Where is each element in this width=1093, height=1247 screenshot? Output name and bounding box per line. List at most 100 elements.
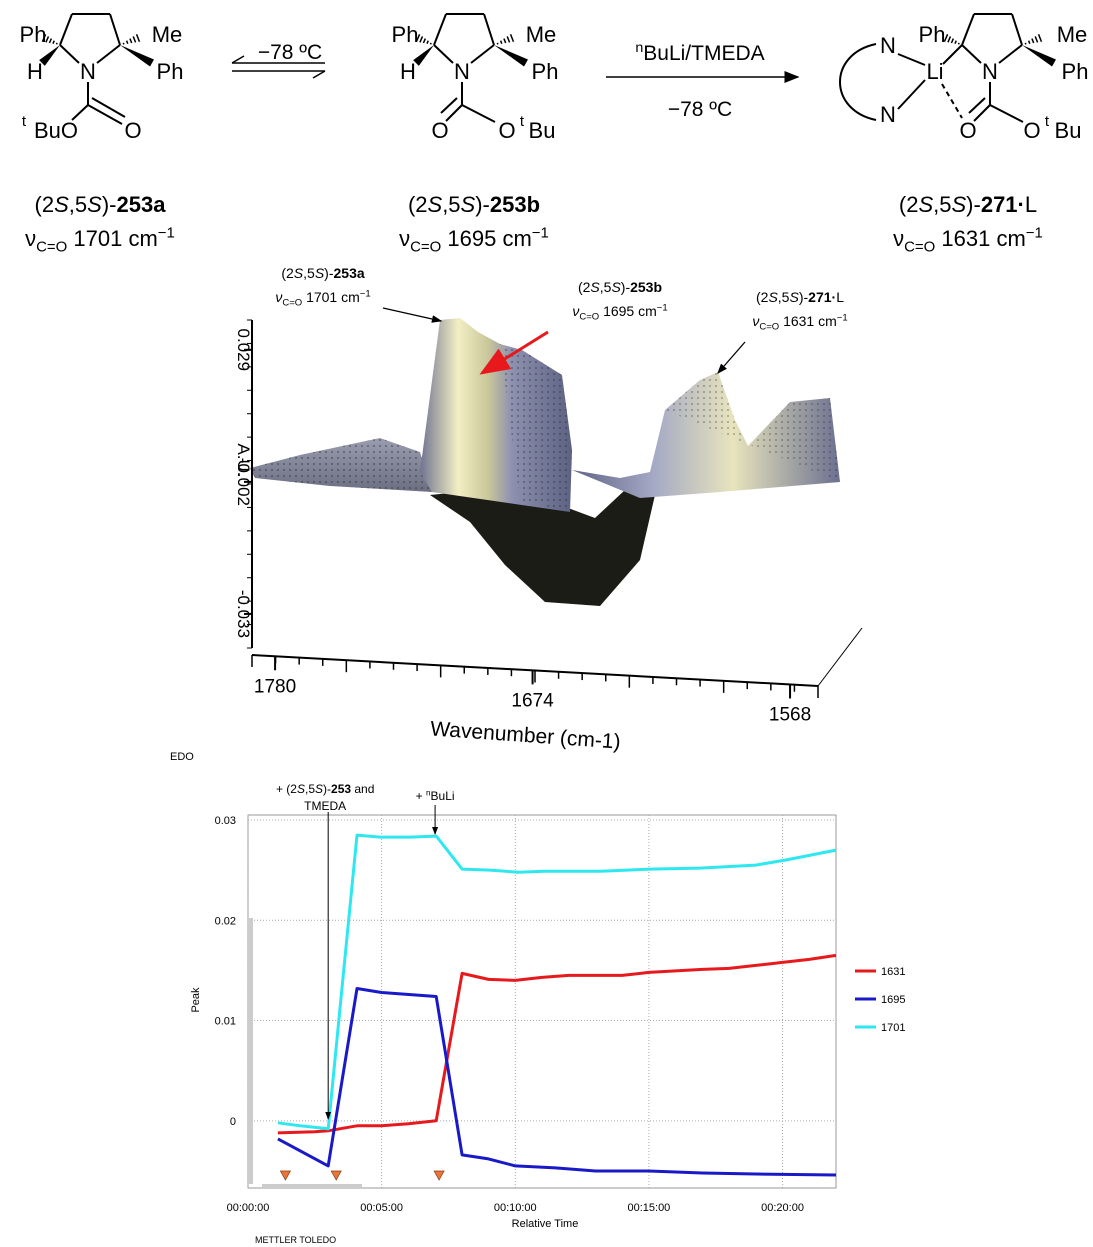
compound-name-part: S [428, 192, 443, 217]
compound-name-part: S [87, 192, 102, 217]
legend-label: 1631 [881, 966, 905, 978]
annotation-name-part: S [611, 279, 621, 295]
hash-bond [419, 36, 424, 43]
hash-bond [129, 38, 133, 44]
event-marker [279, 1170, 292, 1181]
reaction-condition: nBuLi/TMEDA [635, 40, 764, 65]
y-tick-label: 0.02 [215, 915, 236, 927]
x-axis-label: Relative Time [512, 1218, 579, 1230]
annotation-part: and [351, 782, 374, 796]
hash-bond [957, 42, 960, 45]
atom-label: O [1023, 118, 1040, 143]
hash-bond [55, 42, 58, 45]
hash-bond [122, 42, 125, 45]
coordination-bond [941, 83, 963, 119]
reaction-condition: −78 ºC [668, 98, 732, 121]
line-chart: EDO 0.03 0.02 0.01 0 00:00:00 00:05:00 00:10:00… [170, 751, 905, 1245]
annotation-ir-part: 1631 cm [779, 313, 837, 329]
ir-band-part: C=O [36, 239, 67, 256]
ir-band-part: ν [893, 226, 904, 251]
annotation-name-part: 253a [334, 265, 365, 281]
atom-label: N [880, 33, 896, 58]
bond [961, 13, 975, 46]
compound-name-part: 271· [981, 192, 1025, 217]
atom-label: t [1045, 113, 1050, 130]
hash-bond [41, 34, 47, 42]
annotation-part: BuLi [431, 789, 455, 803]
compound-name-part: L [1025, 192, 1037, 217]
annotation-part: + [416, 789, 426, 803]
series-line [277, 833, 837, 1131]
atom-label: Ph [919, 22, 946, 47]
annotation-name-part: (2 [578, 279, 591, 295]
hash-bond [499, 40, 503, 44]
compound-name-part: S [461, 192, 476, 217]
legend-label: 1695 [881, 994, 905, 1006]
atom-label: Li [926, 59, 943, 84]
compound-name-part: ,5 [442, 192, 460, 217]
bond [1011, 13, 1023, 46]
atom-label: N [880, 102, 896, 127]
annotation-part: + (2 [276, 782, 297, 796]
atom-label: N [454, 59, 470, 84]
atom-label: Bu [529, 118, 556, 143]
atom-label: O [431, 118, 448, 143]
z-tick-label: 0.029 [234, 329, 253, 372]
atom-label: N [80, 59, 96, 84]
annotation-name-part: )- [324, 265, 334, 281]
annotation-part: S [297, 782, 305, 796]
surface-mesh [665, 372, 840, 482]
atom-label: H [27, 59, 43, 84]
atom-label: Me [1057, 22, 1088, 47]
hash-bond [496, 42, 499, 45]
hash-bond [135, 34, 141, 42]
annotation-arrow [382, 307, 443, 323]
compound-name-part: ,5 [933, 192, 951, 217]
x-tick-label: 1568 [769, 704, 811, 725]
plot-area [247, 814, 837, 1189]
atom-label: BuO [34, 118, 78, 143]
hash-bond [422, 38, 427, 44]
ir-band-part: C=O [904, 239, 935, 256]
annotation-name-part: ,5 [303, 265, 315, 281]
z-axis-label: A.U. [234, 443, 253, 476]
x-tick-label: 00:10:00 [494, 1202, 537, 1214]
hash-bond [503, 38, 507, 44]
z-tick-label: -0.033 [234, 590, 253, 638]
x-tick-label: 1674 [511, 690, 554, 711]
footer: METTLER TOLEDO [255, 1235, 336, 1245]
ir-surface-plot: 0.029 -0.002 -0.033 A.U. 1780 1674 1568 Wavenum… [234, 265, 863, 754]
annotation-part: ,5 [305, 782, 315, 796]
atom-label: N [982, 59, 998, 84]
atom-label: Ph [20, 22, 47, 47]
reaction-condition: −78 ºC [258, 41, 322, 64]
hash-bond [1027, 40, 1031, 44]
x-tick-label: 1780 [254, 676, 296, 697]
atom-label: O [959, 118, 976, 143]
annotation-name-part: L [836, 289, 844, 305]
bond [961, 44, 982, 64]
ir-band-part: C=O [410, 239, 441, 256]
bond [461, 104, 496, 123]
atom-label: Ph [532, 59, 559, 84]
bond [897, 53, 926, 66]
y-tick-label: 0 [230, 1116, 236, 1128]
atom-label: O [124, 118, 141, 143]
annotation-ir: νC=O 1631 cm−1 [752, 313, 847, 333]
compound-name-part: S [918, 192, 933, 217]
annotation-name: (2S,5S)-253a [281, 265, 365, 281]
ir-band: νC=O 1631 cm−1 [893, 225, 1043, 256]
atom-label: Me [526, 22, 557, 47]
annotation-arrow [717, 341, 746, 374]
annotation-name-part: ,5 [600, 279, 612, 295]
annotation: + (2S,5S)-253 and [276, 782, 374, 796]
hash-bond [1031, 38, 1035, 44]
compound-name-part: (2 [35, 192, 55, 217]
bond [470, 44, 495, 64]
bond [96, 44, 121, 64]
reaction-condition-part: BuLi/TMEDA [643, 42, 764, 65]
hash-bond [1024, 42, 1027, 45]
annotation-ir-part: ν [752, 313, 759, 329]
bond [87, 104, 123, 125]
x-tick-label: 00:20:00 [761, 1202, 804, 1214]
